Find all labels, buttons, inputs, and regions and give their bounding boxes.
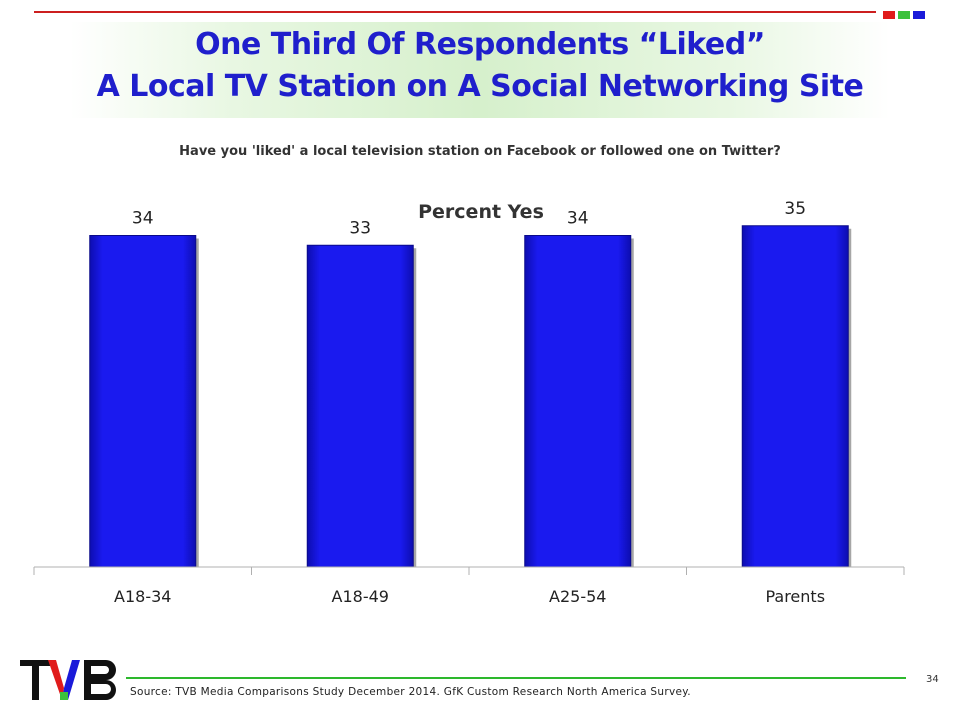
blue-accent-square xyxy=(913,11,925,19)
top-rule xyxy=(34,11,876,13)
data-label: 33 xyxy=(349,218,371,238)
footer-rule xyxy=(126,677,906,679)
green-accent-square xyxy=(898,11,910,19)
red-accent-square xyxy=(883,11,895,19)
x-tick-label: A18-34 xyxy=(114,587,171,606)
tvb-logo xyxy=(20,660,116,700)
title-background xyxy=(70,22,890,118)
x-tick-label: A18-49 xyxy=(332,587,389,606)
x-tick-label: A25-54 xyxy=(549,587,606,606)
data-label: 34 xyxy=(567,209,589,229)
slide-title-line-1: One Third Of Respondents “Liked” xyxy=(195,27,765,62)
slide-title-line-2: A Local TV Station on A Social Networkin… xyxy=(96,69,864,104)
source-note: Source: TVB Media Comparisons Study Dece… xyxy=(130,686,691,698)
bar-parents xyxy=(741,225,849,568)
page-number: 34 xyxy=(926,674,939,685)
survey-question: Have you 'liked' a local television stat… xyxy=(179,144,781,159)
slide-title: One Third Of Respondents “Liked” A Local… xyxy=(0,24,960,108)
bar-a18-49 xyxy=(306,244,414,568)
chart-title: Percent Yes xyxy=(418,201,544,223)
bar-a25-54 xyxy=(524,235,632,568)
x-tick-label: Parents xyxy=(765,587,825,606)
bar-a18-34 xyxy=(89,235,197,568)
data-label: 35 xyxy=(784,199,806,219)
data-label: 34 xyxy=(132,209,154,229)
